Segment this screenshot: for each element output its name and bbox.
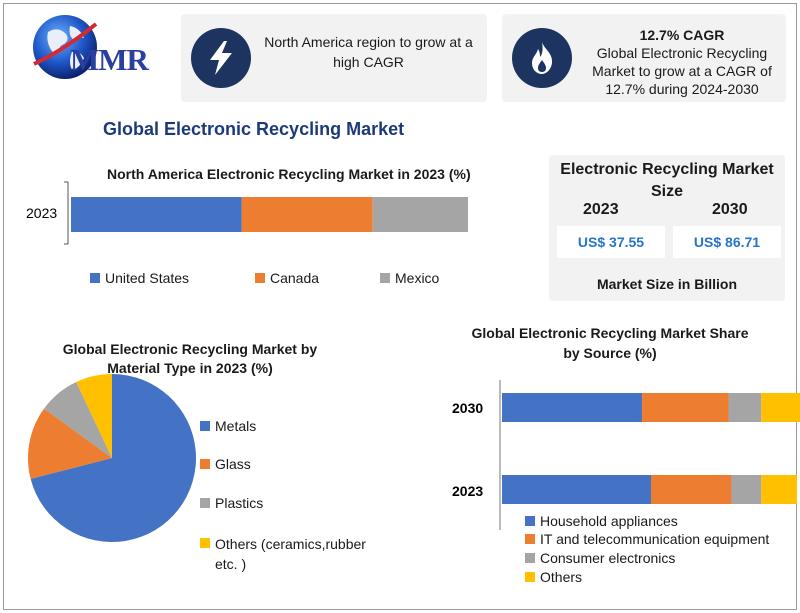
- legend-swatch: [200, 421, 210, 431]
- na-bar-united-states: [71, 197, 242, 232]
- source-bar-2030-others: [761, 393, 800, 422]
- logo-text: MMR: [70, 42, 149, 77]
- na-chart-title: North America Electronic Recycling Marke…: [107, 166, 471, 182]
- market-size-value-2030: US$ 86.71: [673, 226, 781, 258]
- legend-swatch: [525, 572, 535, 582]
- highlight-card-region: North America region to grow at a high C…: [181, 14, 487, 102]
- material-pie-chart: [28, 374, 197, 542]
- pie-legend-item-metals: Metals: [200, 418, 256, 434]
- pie-legend-item-plastics: Plastics: [200, 495, 263, 511]
- pie-legend-item-others: Others (ceramics,rubber etc. ): [200, 534, 385, 574]
- na-bar-mexico: [372, 197, 468, 232]
- pie-chart-title: Global Electronic Recycling Market by Ma…: [62, 341, 318, 376]
- legend-label: Household appliances: [540, 513, 678, 529]
- source-legend-item-household: Household appliances: [525, 513, 678, 529]
- market-size-value-2023: US$ 37.55: [557, 226, 665, 258]
- legend-swatch: [380, 273, 390, 283]
- source-legend-item-it-telecom: IT and telecommunication equipment: [525, 531, 769, 547]
- na-category-label: 2023: [26, 205, 57, 221]
- legend-label: Others (ceramics,rubber etc. ): [215, 536, 366, 572]
- na-legend-item-united-states: United States: [90, 270, 189, 286]
- flame-icon: [512, 28, 572, 88]
- lightning-bolt-icon: [191, 28, 251, 88]
- na-bar-chart: 2023: [26, 181, 468, 245]
- source-category-label-2030: 2030: [452, 400, 483, 416]
- source-bar-2023-household-appliances: [502, 475, 651, 504]
- source-category-label-2023: 2023: [452, 483, 483, 499]
- legend-label: United States: [105, 270, 190, 286]
- cagr-description: Global Electronic Recycling Market to gr…: [592, 45, 772, 97]
- pie-slice-glass: [28, 408, 112, 479]
- na-legend-item-mexico: Mexico: [380, 270, 439, 286]
- cagr-headline: 12.7% CAGR: [639, 27, 725, 43]
- legend-label: Others: [540, 569, 583, 585]
- source-bar-2030-it-and-telecommunication-equipment: [642, 393, 729, 422]
- na-legend-item-canada: Canada: [255, 270, 319, 286]
- pie-legend-item-glass: Glass: [200, 456, 251, 472]
- source-legend-item-consumer: Consumer electronics: [525, 550, 675, 566]
- source-legend-item-others: Others: [525, 569, 582, 585]
- legend-swatch: [200, 459, 210, 469]
- legend-swatch: [525, 534, 535, 544]
- page-title: Global Electronic Recycling Market: [103, 119, 405, 139]
- legend-swatch: [525, 516, 535, 526]
- pie-slice-others: [76, 374, 112, 458]
- infographic-frame: [3, 3, 797, 610]
- source-bar-2030-consumer-electronics: [728, 393, 762, 422]
- legend-label: Mexico: [395, 270, 440, 286]
- market-size-year-2023: 2023: [583, 201, 619, 218]
- legend-label: Metals: [215, 418, 257, 434]
- highlight-card-cagr: 12.7% CAGR Global Electronic Recycling M…: [502, 14, 786, 102]
- source-bar-chart: 2030 2023: [452, 380, 800, 530]
- region-growth-text: North America region to grow at a high C…: [264, 34, 473, 70]
- source-bar-2023-others: [761, 475, 798, 504]
- market-size-title: Electronic Recycling Market Size: [560, 161, 774, 200]
- na-bar-canada: [241, 197, 373, 232]
- market-size-year-2030: 2030: [712, 201, 748, 218]
- source-bar-2023-consumer-electronics: [731, 475, 762, 504]
- legend-label: Canada: [270, 270, 320, 286]
- legend-label: Glass: [215, 456, 251, 472]
- source-bar-2023-it-and-telecommunication-equipment: [651, 475, 732, 504]
- legend-label: Consumer electronics: [540, 550, 676, 566]
- legend-swatch: [525, 553, 535, 563]
- market-size-unit: Market Size in Billion: [596, 276, 738, 292]
- mmr-logo: MMR: [12, 10, 177, 90]
- source-chart-title: Global Electronic Recycling Market Share…: [471, 325, 749, 361]
- source-bar-2030-household-appliances: [502, 393, 643, 422]
- pie-slice-metals: [30, 374, 197, 542]
- legend-label: Plastics: [215, 495, 264, 511]
- legend-swatch: [255, 273, 265, 283]
- legend-swatch: [200, 498, 210, 508]
- legend-label: IT and telecommunication equipment: [540, 531, 770, 547]
- market-size-box: Electronic Recycling Market Size 2023 20…: [549, 155, 785, 301]
- legend-swatch: [90, 273, 100, 283]
- legend-swatch: [200, 538, 210, 548]
- pie-slice-plastics: [44, 381, 112, 458]
- globe-icon: [33, 15, 98, 79]
